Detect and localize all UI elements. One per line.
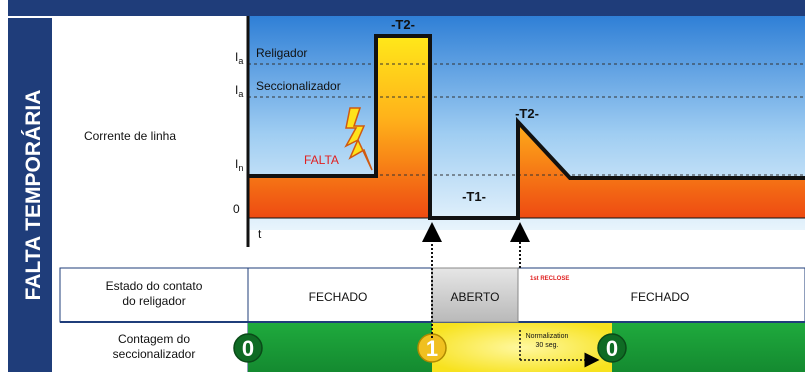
counter-yellow-band — [432, 323, 612, 372]
state-closed-2: FECHADO — [631, 290, 690, 304]
in-label: In — [235, 157, 243, 173]
t2-second-label: -T2- — [515, 106, 539, 121]
seccionalizador-label: Seccionalizador — [256, 79, 341, 93]
normalization-label-1: Normalization — [526, 333, 569, 340]
current-fill — [248, 36, 805, 218]
count-label-cell — [60, 323, 248, 372]
count-row-label-2: seccionalizador — [113, 347, 196, 361]
current-row-label: Corrente de linha — [84, 129, 176, 143]
counter-0-start-text: 0 — [242, 336, 254, 361]
ia-label-1: Ia — [235, 50, 243, 66]
state-open-cell — [431, 267, 519, 323]
counter-0-end — [597, 333, 627, 363]
state-open: ABERTO — [451, 290, 500, 304]
header-strip — [8, 0, 805, 16]
counter-1-text: 1 — [426, 336, 438, 361]
zero-label: 0 — [233, 202, 240, 216]
state-row-label-1: Estado do contato — [106, 279, 203, 293]
t1-label: -T1- — [462, 189, 486, 204]
religador-label: Religador — [256, 46, 307, 60]
ia-label-2: Ia — [235, 83, 243, 99]
side-title: FALTA TEMPORÁRIA — [22, 90, 45, 301]
t2-first-label: -T2- — [391, 17, 415, 32]
normalization-label-2: 30 seg. — [536, 342, 559, 349]
t-label: t — [258, 227, 262, 241]
counter-0-start — [233, 333, 263, 363]
state-row-label-2: do religador — [122, 294, 185, 308]
lightning-icon — [344, 107, 373, 171]
side-title-band — [8, 18, 52, 372]
counter-0-end-text: 0 — [606, 336, 618, 361]
reclose-label: 1st RECLOSE — [530, 276, 569, 282]
falta-label: FALTA — [304, 153, 339, 167]
state-closed-1: FECHADO — [309, 290, 368, 304]
count-row-label-1: Contagem do — [118, 332, 190, 346]
